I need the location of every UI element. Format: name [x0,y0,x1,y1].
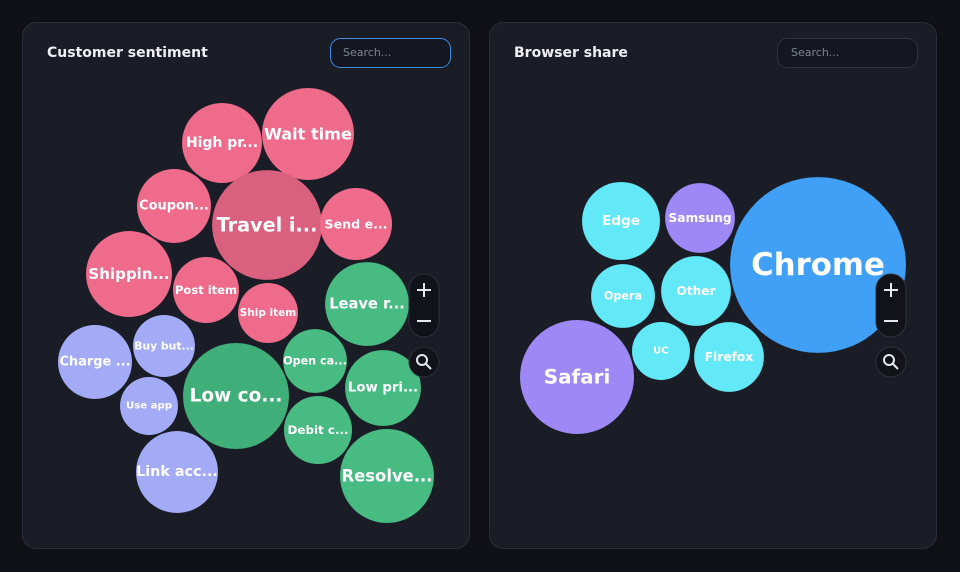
search-icon [416,354,428,366]
bubble-chart: Edge Samsung Chrome Opera Other UC Firefox Safa… [520,177,906,434]
bubble-chart: High pr... Wait time Coupon... Travel i... S… [58,87,434,523]
bubble-label: Opera [604,290,642,303]
search-placeholder: Search... [343,46,391,59]
bubble [520,320,634,434]
search-icon [883,354,895,366]
bubble-label: Safari [544,366,611,389]
bubble [120,377,178,435]
bubble-label: Buy but... [134,340,194,353]
bubble-label: Debit c... [287,423,348,437]
bubble [632,322,690,380]
bubble [261,87,355,181]
bubble [325,262,409,346]
bubble [340,429,434,523]
bubble-label: Send e... [325,217,388,232]
bubble-label: Charge ... [59,355,130,370]
bubble-label: Coupon... [139,199,209,214]
bubble [591,264,655,328]
bubble-label: Low co... [190,386,283,407]
bubble [661,256,731,326]
bubble-label: Chrome [751,247,885,283]
bubble-label: UC [653,346,669,357]
bubble [694,322,764,392]
bubble-label: Post item [175,283,237,297]
search-box[interactable] [330,38,451,68]
bubble-label: Wait time [264,125,352,144]
bubble [319,187,393,261]
bubble [137,169,211,243]
zoom-reset[interactable] [875,346,907,378]
search-icon-handle [892,363,899,370]
bubble-label: Shippin... [88,265,169,283]
bubble [136,431,218,513]
bubble-label: Other [676,284,715,298]
search-placeholder: Search... [791,46,839,59]
zoom-in[interactable] [884,283,898,297]
panel: Browser share Search... Edge Samsung Chrom… [489,22,937,549]
zoom-in[interactable] [417,283,431,297]
bubble [238,283,298,343]
search-box[interactable] [777,38,918,68]
zoom-reset[interactable] [408,346,440,378]
bubble-label: Ship item [240,307,296,319]
bubble [730,177,906,353]
panel-title: Browser share [514,45,628,61]
bubble-label: Travel i... [217,214,318,237]
bubble [212,170,322,280]
bubble [345,350,421,426]
bubble-label: Open ca... [283,355,347,368]
bubble [86,231,172,317]
bubble-label: Samsung [668,211,731,225]
zoom-control [408,273,440,338]
bubble [183,343,289,449]
bubble [283,329,347,393]
bubble-label: Low pri... [348,381,418,396]
bubble-label: Edge [602,213,640,229]
bubble-label: Resolve... [341,467,432,486]
panel: Customer sentiment Search... High pr... W… [22,22,470,549]
bubble-label: Leave r... [329,296,405,313]
bubble-label: Use app [126,401,172,412]
bubble [182,103,262,183]
bubble-label: Firefox [705,350,754,364]
bubble [173,257,239,323]
panel-title: Customer sentiment [47,45,208,61]
bubble-label: Link acc... [136,464,218,480]
bubble [665,183,735,253]
search-icon-handle [425,363,432,370]
bubble [582,182,660,260]
bubble [58,325,132,399]
bubble [283,395,353,465]
zoom-control [875,273,907,338]
bubble-label: High pr... [186,135,258,151]
bubble [133,315,195,377]
